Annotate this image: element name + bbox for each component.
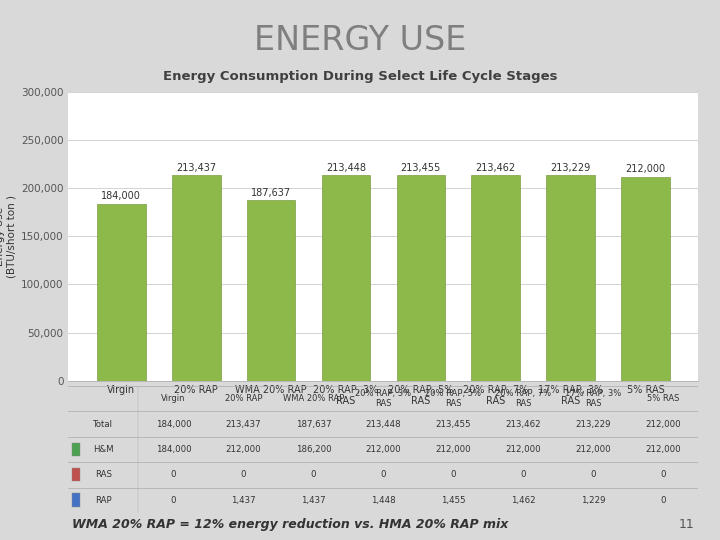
Text: 212,000: 212,000 xyxy=(646,445,681,454)
Text: 212,000: 212,000 xyxy=(626,164,665,174)
Text: Total: Total xyxy=(94,420,114,429)
Text: RAS: RAS xyxy=(95,470,112,480)
Text: 0: 0 xyxy=(240,470,246,480)
Text: 0: 0 xyxy=(590,470,596,480)
Text: 213,229: 213,229 xyxy=(576,420,611,429)
Text: 11: 11 xyxy=(679,518,695,531)
Text: 0: 0 xyxy=(171,496,176,505)
Text: 0: 0 xyxy=(661,496,666,505)
Bar xyxy=(397,175,445,381)
Text: 0: 0 xyxy=(310,470,316,480)
Text: 5% RAS: 5% RAS xyxy=(647,394,680,403)
Text: 213,455: 213,455 xyxy=(401,163,441,173)
Text: 213,462: 213,462 xyxy=(505,420,541,429)
Text: 184,000: 184,000 xyxy=(156,445,192,454)
Text: 184,000: 184,000 xyxy=(102,191,141,201)
Text: 1,462: 1,462 xyxy=(511,496,536,505)
Bar xyxy=(97,204,145,381)
Text: 1,229: 1,229 xyxy=(581,496,606,505)
Text: 186,200: 186,200 xyxy=(296,445,331,454)
Text: 212,000: 212,000 xyxy=(575,445,611,454)
Text: 212,000: 212,000 xyxy=(366,445,401,454)
Text: 1,448: 1,448 xyxy=(371,496,396,505)
Text: Energy Consumption During Select Life Cycle Stages: Energy Consumption During Select Life Cy… xyxy=(163,70,557,83)
Bar xyxy=(247,200,295,381)
Text: 212,000: 212,000 xyxy=(225,445,261,454)
Text: 0: 0 xyxy=(451,470,456,480)
Text: 212,000: 212,000 xyxy=(436,445,471,454)
Text: 213,455: 213,455 xyxy=(436,420,471,429)
Bar xyxy=(172,175,220,381)
Text: RAP: RAP xyxy=(95,496,112,505)
Text: 0: 0 xyxy=(381,470,386,480)
Text: Virgin: Virgin xyxy=(161,394,186,403)
Text: H&M: H&M xyxy=(93,445,114,454)
Text: 212,000: 212,000 xyxy=(505,445,541,454)
Text: 20% RAP, 7%
RAS: 20% RAP, 7% RAS xyxy=(495,389,552,408)
Y-axis label: Energy Use
(BTU/short ton ): Energy Use (BTU/short ton ) xyxy=(0,195,17,278)
Text: 213,462: 213,462 xyxy=(476,163,516,173)
Text: 184,000: 184,000 xyxy=(156,420,192,429)
Text: 212,000: 212,000 xyxy=(646,420,681,429)
Text: 213,448: 213,448 xyxy=(326,163,366,173)
Text: 20% RAP: 20% RAP xyxy=(225,394,262,403)
Text: 1,437: 1,437 xyxy=(231,496,256,505)
Text: 0: 0 xyxy=(521,470,526,480)
Text: 17% RAP, 3%
RAS: 17% RAP, 3% RAS xyxy=(565,389,621,408)
Bar xyxy=(472,175,520,381)
Text: 20% RAP, 3%
RAS: 20% RAP, 3% RAS xyxy=(356,389,411,408)
Bar xyxy=(621,177,670,381)
Bar xyxy=(546,176,595,381)
Text: WMA 20% RAP = 12% energy reduction vs. HMA 20% RAP mix: WMA 20% RAP = 12% energy reduction vs. H… xyxy=(72,518,508,531)
Text: WMA 20% RAP: WMA 20% RAP xyxy=(283,394,344,403)
Text: 20% RAP, 5%
RAS: 20% RAP, 5% RAS xyxy=(426,389,482,408)
Text: 0: 0 xyxy=(661,470,666,480)
Bar xyxy=(322,175,370,381)
Text: 213,229: 213,229 xyxy=(551,163,590,173)
Text: ENERGY USE: ENERGY USE xyxy=(254,24,466,57)
Text: 1,437: 1,437 xyxy=(301,496,325,505)
Text: 187,637: 187,637 xyxy=(251,187,291,198)
Text: 213,437: 213,437 xyxy=(225,420,261,429)
Text: 213,448: 213,448 xyxy=(366,420,401,429)
Text: 213,437: 213,437 xyxy=(176,163,216,173)
Text: 0: 0 xyxy=(171,470,176,480)
Text: 1,455: 1,455 xyxy=(441,496,466,505)
Text: 187,637: 187,637 xyxy=(296,420,331,429)
